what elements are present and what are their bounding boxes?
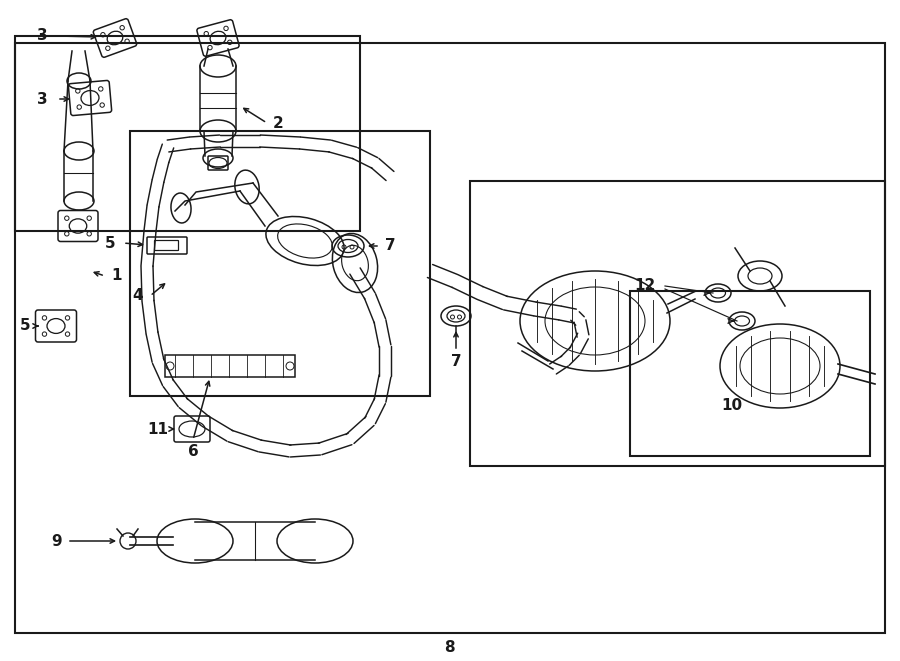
Text: 11: 11	[148, 422, 168, 436]
Bar	[15, 43, 885, 633]
Bar	[165, 355, 295, 377]
Text: 7: 7	[451, 354, 462, 368]
Text: 5: 5	[104, 235, 115, 251]
Text: 1: 1	[112, 268, 122, 284]
Bar	[630, 291, 870, 456]
Bar	[15, 36, 360, 231]
Text: 5: 5	[20, 319, 31, 334]
Text: 7: 7	[384, 239, 395, 254]
Bar	[130, 131, 430, 396]
Text: 2: 2	[273, 116, 284, 130]
Text: 4: 4	[132, 288, 143, 303]
Bar	[470, 181, 885, 466]
Text: 3: 3	[37, 91, 48, 106]
Text: 6: 6	[187, 444, 198, 459]
Text: 9: 9	[51, 533, 62, 549]
Text: 12: 12	[634, 278, 655, 293]
Text: 8: 8	[444, 639, 454, 654]
Text: 10: 10	[722, 399, 742, 414]
Text: 3: 3	[37, 28, 48, 44]
